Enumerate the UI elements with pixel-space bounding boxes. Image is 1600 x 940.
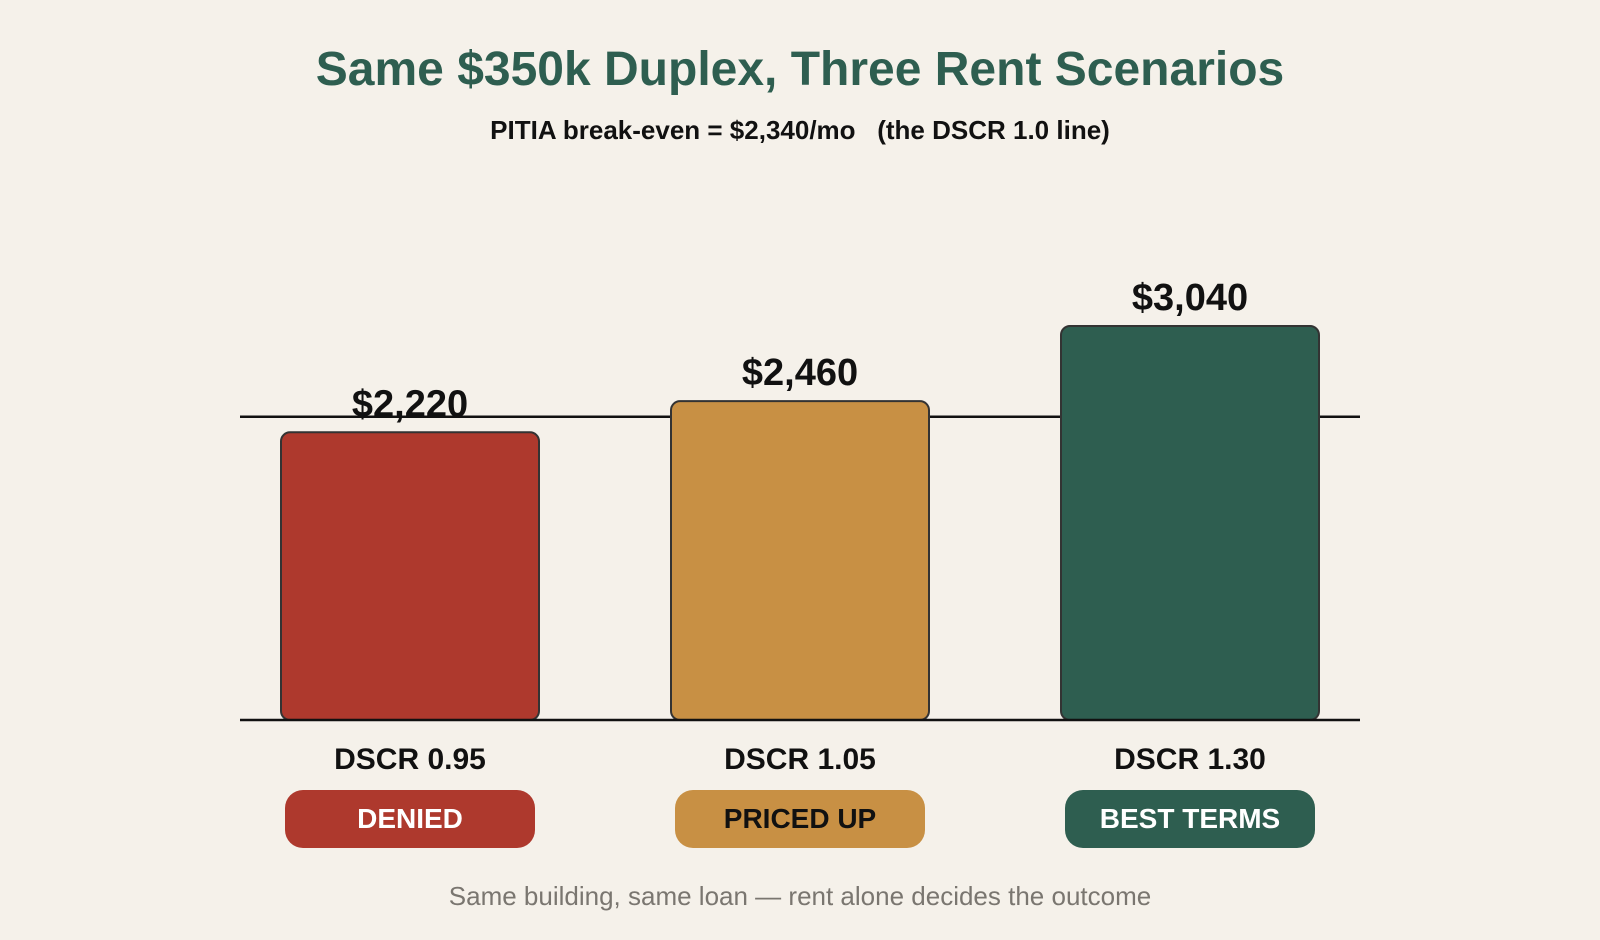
outcome-badge-1: DENIED bbox=[285, 790, 535, 848]
bar-2 bbox=[670, 400, 930, 721]
category-label-1: DSCR 0.95 bbox=[334, 743, 486, 776]
category-label-2: DSCR 1.05 bbox=[724, 743, 876, 776]
bar-3 bbox=[1060, 325, 1320, 721]
bars-group bbox=[280, 325, 1320, 721]
labels-group: $2,220 DSCR 0.95 $2,460 DSCR 1.05 $3,040 DSCR… bbox=[334, 277, 1266, 776]
bar-1 bbox=[280, 431, 540, 721]
bar-value-label-2: $2,460 bbox=[742, 352, 858, 394]
outcome-badge-3: BEST TERMS bbox=[1065, 790, 1315, 848]
chart-footnote: Same building, same loan — rent alone de… bbox=[448, 881, 1152, 911]
bar-value-label-3: $3,040 bbox=[1132, 277, 1248, 319]
chart-subtitle: PITIA break-even = $2,340/mo (the DSCR 1… bbox=[490, 115, 1110, 145]
category-label-3: DSCR 1.30 bbox=[1114, 743, 1266, 776]
bar-value-label-1: $2,220 bbox=[352, 383, 468, 425]
outcome-badge-2: PRICED UP bbox=[675, 790, 925, 848]
chart-title: Same $350k Duplex, Three Rent Scenarios bbox=[315, 43, 1285, 96]
